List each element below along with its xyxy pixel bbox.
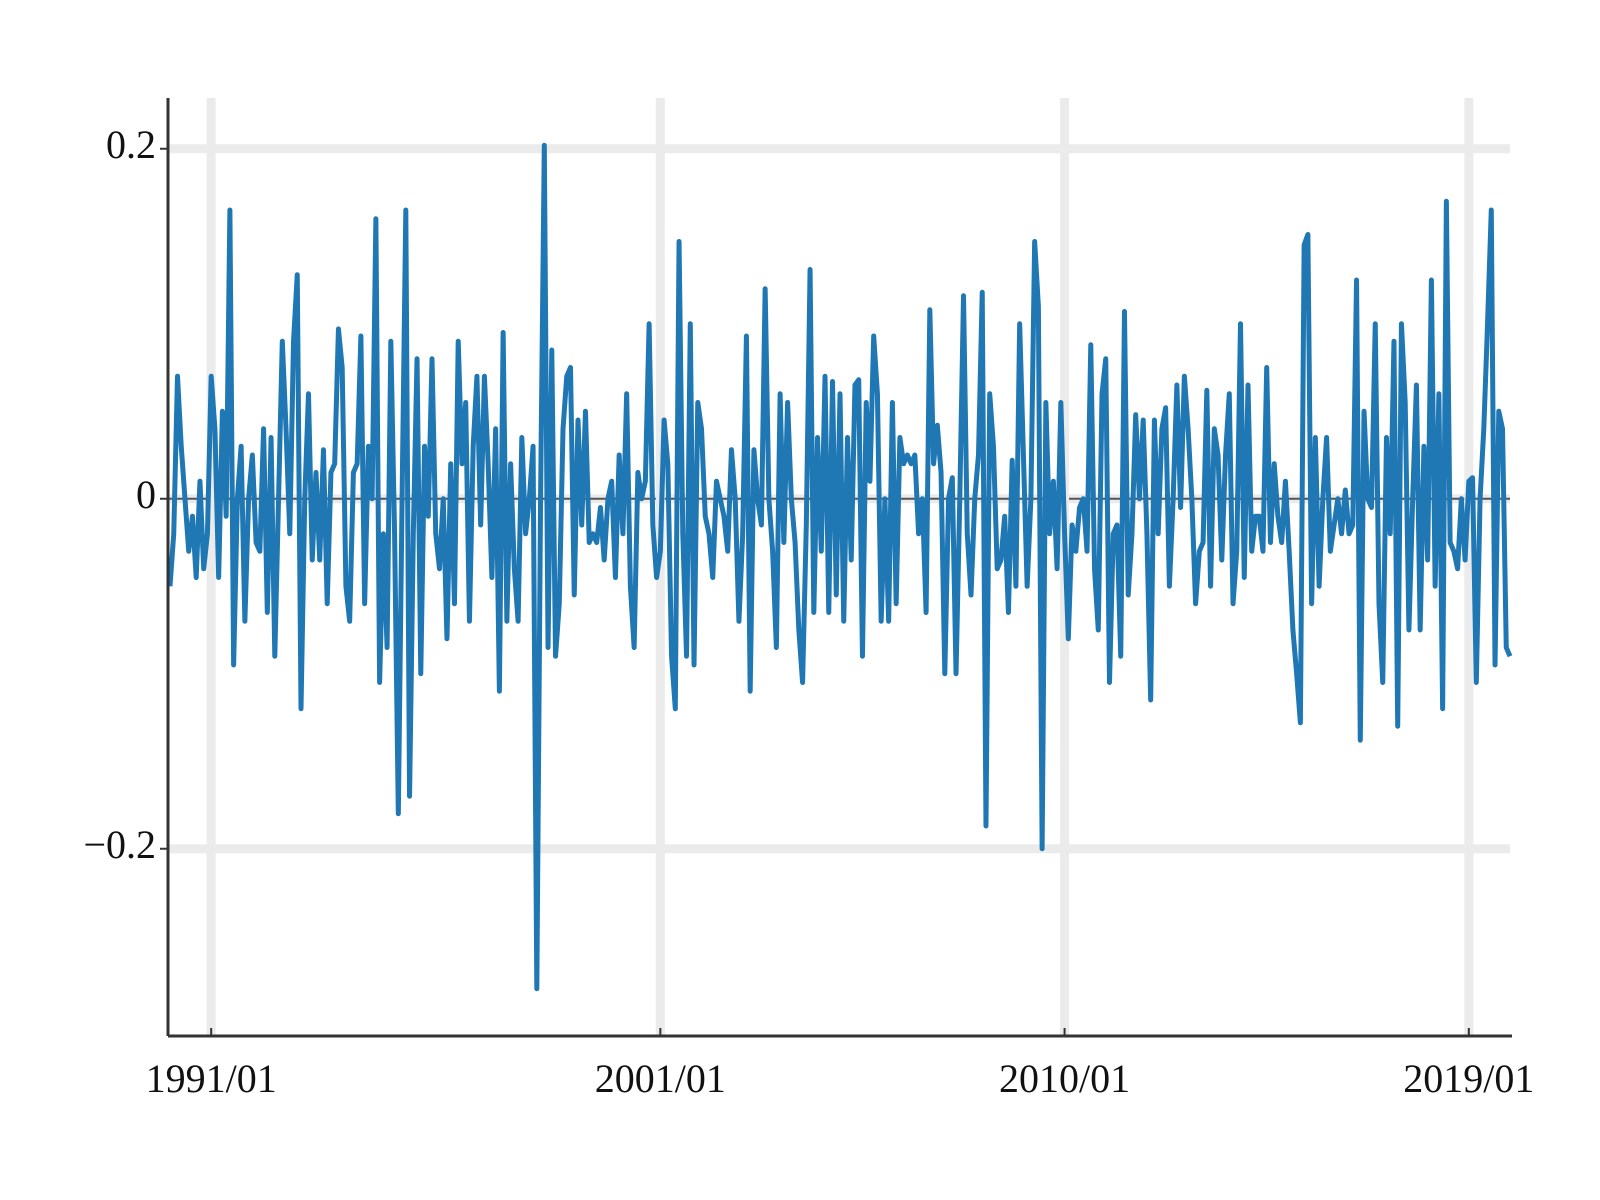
y-tick-label: −0.2 [83,822,156,867]
plot-area [167,142,1513,992]
x-tick-label: 2010/01 [999,1056,1130,1101]
x-tick-label: 2019/01 [1403,1056,1534,1101]
y-tick-label: 0.2 [106,122,156,167]
y-tick-label: 0 [136,472,156,517]
x-tick-label: 1991/01 [146,1056,277,1101]
data-line [167,142,1513,992]
x-tick-label: 2001/01 [595,1056,726,1101]
